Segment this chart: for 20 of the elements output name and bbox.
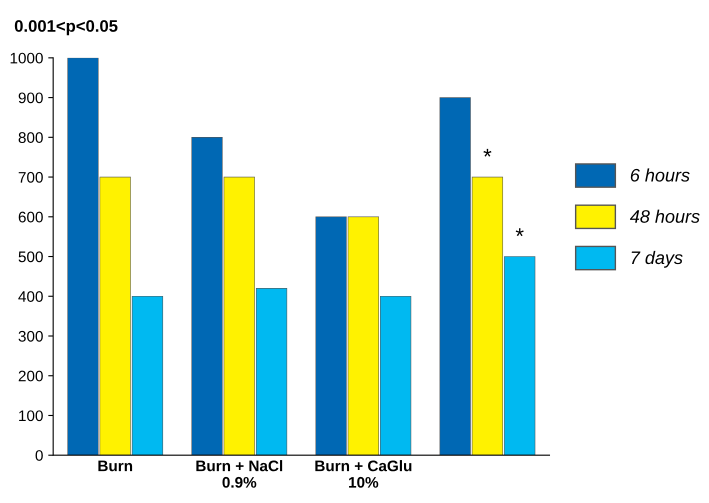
y-tick-label: 500 (18, 251, 43, 262)
y-tick-label: 300 (18, 330, 43, 342)
y-tick-label: 600 (18, 212, 43, 222)
y-tick-label: 900 (18, 92, 43, 104)
legend-label: 6 hours (630, 168, 690, 182)
y-tick-label: 0 (36, 450, 43, 461)
x-tick-label: Burn + CaGlu 10% (315, 460, 412, 488)
y-tick-label: 100 (19, 410, 43, 422)
y-tick-label: 700 (18, 172, 43, 183)
legend-label: 7 days (632, 250, 683, 268)
y-tick-label: 800 (18, 132, 43, 144)
annotation: * (483, 148, 492, 157)
legend-label: 48 hours (630, 210, 700, 223)
x-tick-label: Burn (98, 460, 132, 472)
y-tick-label: 200 (18, 370, 43, 382)
y-tick-label: 1000 (10, 52, 43, 64)
x-tick-label: Burn + NaCl 0.9% (196, 460, 282, 488)
chart-title: 0.001<p<0.05 (14, 20, 118, 36)
annotation: * (516, 228, 524, 236)
y-tick-label: 400 (18, 291, 43, 302)
